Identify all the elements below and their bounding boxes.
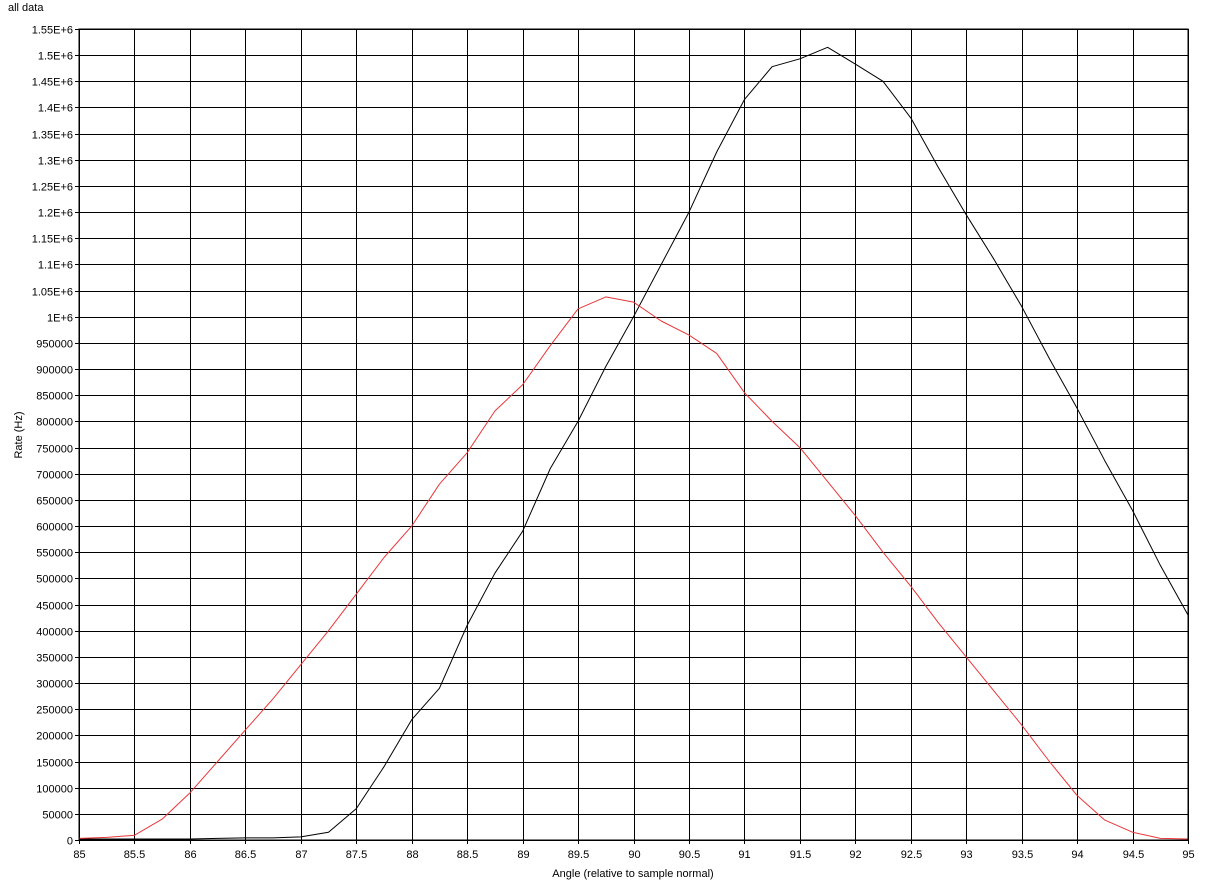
y-tick-label: 1.4E+6: [38, 103, 73, 115]
y-tick-label: 450000: [36, 601, 73, 613]
y-tick-label: 1.2E+6: [38, 208, 73, 220]
x-axis-label: Angle (relative to sample normal): [552, 868, 713, 880]
x-tick-label: 88.5: [457, 849, 478, 861]
y-tick-label: 0: [67, 836, 73, 848]
y-tick-label: 50000: [42, 810, 73, 822]
x-axis-ticks: 85 85.5 86 86.5 87 87.5 88 88.5 89 89.5 90 90.5 91 91…: [73, 840, 1195, 861]
y-tick-label: 650000: [36, 496, 73, 508]
y-tick-label: 1.05E+6: [32, 287, 73, 299]
x-tick-label: 87.5: [346, 849, 367, 861]
y-tick-label: 1.25E+6: [32, 182, 73, 194]
y-tick-label: 1.15E+6: [32, 234, 73, 246]
y-tick-label: 1.5E+6: [38, 51, 73, 63]
x-tick-label: 91: [738, 849, 750, 861]
x-tick-label: 85: [73, 849, 85, 861]
y-tick-label: 150000: [36, 758, 73, 770]
x-tick-label: 93.5: [1012, 849, 1033, 861]
x-tick-label: 88: [406, 849, 418, 861]
y-tick-label: 750000: [36, 444, 73, 456]
x-tick-label: 90.5: [679, 849, 700, 861]
x-tick-label: 89.5: [568, 849, 589, 861]
y-tick-label: 950000: [36, 339, 73, 351]
x-tick-label: 92: [849, 849, 861, 861]
x-tick-label: 91.5: [790, 849, 811, 861]
y-tick-label: 200000: [36, 731, 73, 743]
y-tick-label: 1.35E+6: [32, 130, 73, 142]
y-tick-label: 550000: [36, 548, 73, 560]
y-tick-label: 850000: [36, 391, 73, 403]
y-tick-label: 300000: [36, 679, 73, 691]
x-tick-label: 94: [1071, 849, 1083, 861]
y-tick-label: 1.45E+6: [32, 77, 73, 89]
plot-frame: [78, 28, 1189, 841]
x-tick-label: 86: [184, 849, 196, 861]
series-lines: [78, 46, 1189, 840]
y-tick-label: 500000: [36, 574, 73, 586]
y-tick-label: 1.3E+6: [38, 156, 73, 168]
x-tick-label: 87: [295, 849, 307, 861]
x-tick-label: 85.5: [124, 849, 145, 861]
chart-title: all data: [8, 2, 44, 14]
x-tick-label: 93: [960, 849, 972, 861]
y-tick-label: 1E+6: [47, 313, 73, 325]
x-tick-label: 95: [1182, 849, 1194, 861]
x-tick-label: 92.5: [901, 849, 922, 861]
x-tick-label: 86.5: [235, 849, 256, 861]
y-axis-label: Rate (Hz): [13, 411, 25, 458]
y-axis-ticks: 0 50000 100000 150000 200000 250000 300000 3500…: [32, 25, 79, 848]
plot-area: [79, 29, 1188, 840]
series-line-red: [78, 296, 1189, 840]
y-tick-label: 900000: [36, 365, 73, 377]
y-tick-label: 100000: [36, 784, 73, 796]
y-tick-label: 400000: [36, 627, 73, 639]
y-tick-label: 1.55E+6: [32, 25, 73, 37]
x-tick-label: 89: [517, 849, 529, 861]
y-tick-label: 350000: [36, 653, 73, 665]
y-tick-label: 600000: [36, 522, 73, 534]
series-line-black: [79, 46, 1189, 840]
x-tick-label: 90: [628, 849, 640, 861]
y-tick-label: 250000: [36, 705, 73, 717]
y-tick-label: 1.1E+6: [38, 260, 73, 272]
x-tick-label: 94.5: [1123, 849, 1144, 861]
y-tick-label: 700000: [36, 470, 73, 482]
y-tick-label: 800000: [36, 417, 73, 429]
